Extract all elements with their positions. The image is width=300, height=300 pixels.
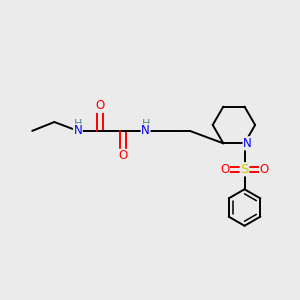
Text: N: N [141,124,150,137]
Text: O: O [260,163,269,176]
Text: O: O [220,163,230,176]
Text: S: S [240,163,249,176]
Text: O: O [95,99,105,112]
Text: N: N [74,124,82,137]
Text: H: H [141,119,150,129]
Text: N: N [243,137,252,150]
Text: H: H [74,119,82,129]
Text: O: O [118,149,128,162]
